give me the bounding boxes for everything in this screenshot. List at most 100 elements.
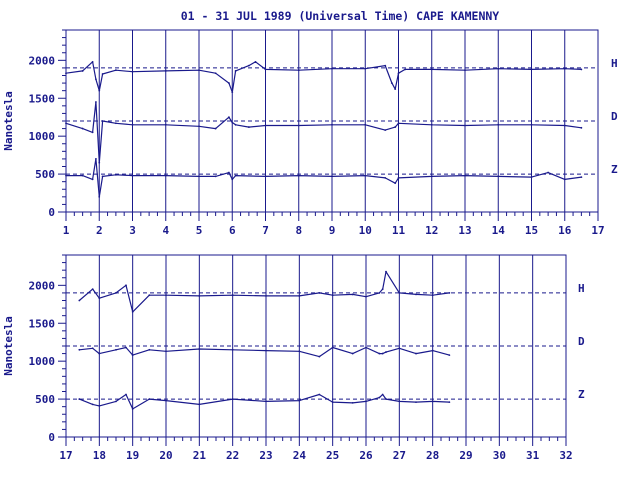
data-point-Z xyxy=(115,400,117,403)
data-point-H xyxy=(298,295,301,297)
series-trace-Z xyxy=(66,158,582,198)
x-tick-label-8: 8 xyxy=(295,224,302,237)
data-point-D xyxy=(318,355,321,358)
chart-title: 01 - 31 JUL 1989 (Universal Time) CAPE K… xyxy=(181,9,500,23)
series-trace-Z xyxy=(79,393,450,410)
data-point-D xyxy=(148,348,151,351)
data-point-Z xyxy=(264,175,267,178)
x-tick-label-32: 32 xyxy=(559,449,572,462)
data-point-H xyxy=(331,67,333,70)
x-tick-label-2: 2 xyxy=(96,224,103,237)
x-tick-label-17: 17 xyxy=(59,449,72,462)
data-point-H xyxy=(131,310,134,313)
data-point-H xyxy=(365,295,367,298)
data-point-H xyxy=(431,294,434,297)
data-point-H xyxy=(98,297,101,300)
data-point-D xyxy=(164,123,167,126)
data-point-H xyxy=(91,60,94,63)
x-tick-label-5: 5 xyxy=(196,224,203,237)
y-tick-label-1500: 1500 xyxy=(29,317,56,330)
data-point-Z xyxy=(384,176,387,179)
data-point-H xyxy=(398,292,401,294)
data-point-H xyxy=(464,69,466,72)
data-point-Z xyxy=(448,401,451,404)
data-point-D xyxy=(394,126,397,128)
x-tick-label-18: 18 xyxy=(93,449,106,462)
data-point-H xyxy=(131,70,134,73)
data-point-D xyxy=(198,348,201,350)
data-point-D xyxy=(430,123,433,126)
y-tick-label-1000: 1000 xyxy=(29,355,56,368)
data-point-H xyxy=(318,292,321,294)
legend-label-Z: Z xyxy=(578,388,585,401)
data-point-D xyxy=(78,348,81,351)
x-tick-label-7: 7 xyxy=(262,224,269,237)
series-trace-H xyxy=(65,61,582,93)
data-point-Z xyxy=(298,399,301,402)
data-point-D xyxy=(331,123,333,126)
data-point-Z xyxy=(530,176,533,179)
y-tick-label-0: 0 xyxy=(48,431,55,444)
data-point-Z xyxy=(125,393,127,396)
data-point-H xyxy=(384,64,387,67)
y-tick-label-1500: 1500 xyxy=(29,92,56,105)
x-tick-label-12: 12 xyxy=(425,224,438,237)
data-point-D xyxy=(297,124,300,127)
data-point-H xyxy=(381,288,384,291)
data-point-Z xyxy=(95,158,97,160)
data-point-H xyxy=(563,67,566,70)
y-tick-label-0: 0 xyxy=(48,206,55,219)
y-axis-label: Nanotesla xyxy=(2,91,15,151)
data-point-Z xyxy=(231,178,234,181)
data-point-H xyxy=(214,72,217,75)
data-point-Z xyxy=(98,405,101,407)
data-point-Z xyxy=(497,175,500,178)
x-tick-label-29: 29 xyxy=(459,449,472,462)
data-point-H xyxy=(164,70,167,72)
data-point-H xyxy=(390,82,393,84)
data-point-H xyxy=(65,72,67,75)
data-point-H xyxy=(231,294,234,297)
data-point-H xyxy=(228,82,230,84)
data-point-Z xyxy=(378,396,381,399)
data-point-H xyxy=(448,292,451,294)
data-point-D xyxy=(365,346,367,349)
data-point-D xyxy=(331,346,334,349)
data-point-H xyxy=(265,295,267,297)
data-point-Z xyxy=(165,399,167,402)
data-point-D xyxy=(131,354,134,356)
data-point-D xyxy=(198,125,200,128)
x-tick-label-24: 24 xyxy=(293,449,307,462)
data-point-Z xyxy=(91,178,94,181)
data-point-H xyxy=(394,88,397,91)
panel-top: 1 2 3 4 5 6 7 8 9 10 11 12 13 14 15 16 17050010001500200… xyxy=(2,29,618,237)
data-point-H xyxy=(580,68,583,71)
data-point-H xyxy=(430,68,433,71)
x-tick-label-30: 30 xyxy=(493,449,506,462)
data-point-D xyxy=(231,121,234,124)
data-point-H xyxy=(331,294,334,297)
data-point-Z xyxy=(91,403,94,406)
y-axis-label: Nanotesla xyxy=(2,316,15,376)
data-point-Z xyxy=(98,195,101,198)
data-point-H xyxy=(254,60,257,63)
data-point-Z xyxy=(198,175,200,178)
y-tick-label-2000: 2000 xyxy=(29,279,56,292)
x-tick-label-6: 6 xyxy=(229,224,236,237)
data-point-H xyxy=(165,294,167,297)
data-point-H xyxy=(125,284,127,287)
data-point-Z xyxy=(234,174,237,177)
x-tick-label-31: 31 xyxy=(526,449,540,462)
data-point-D xyxy=(131,123,134,126)
plot-frame xyxy=(65,254,567,438)
data-point-D xyxy=(381,352,384,355)
data-point-D xyxy=(98,352,101,355)
x-tick-label-27: 27 xyxy=(393,449,406,462)
data-point-D xyxy=(378,352,381,355)
data-point-Z xyxy=(464,174,466,177)
data-point-Z xyxy=(430,175,433,178)
data-point-D xyxy=(234,123,237,126)
y-tick-label-1000: 1000 xyxy=(29,130,56,143)
data-point-D xyxy=(91,131,94,134)
data-point-H xyxy=(198,69,200,72)
